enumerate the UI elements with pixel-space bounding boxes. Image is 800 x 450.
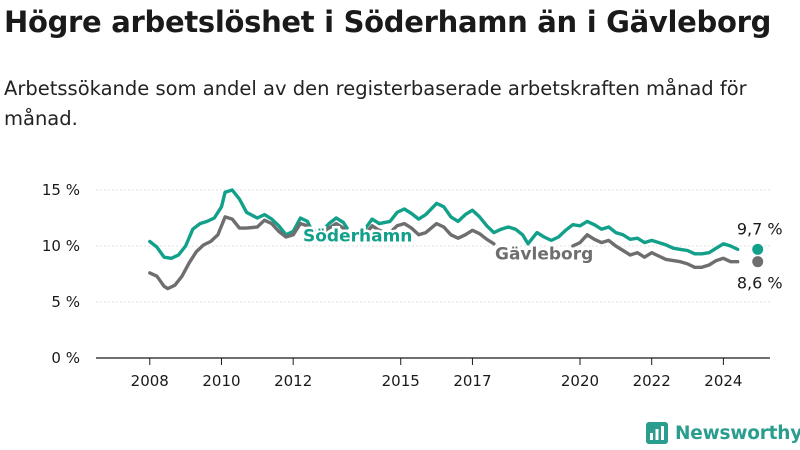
x-tick-label: 2022 (633, 372, 671, 390)
end-marker (752, 256, 764, 268)
x-axis: 2008 2010 2012 2015 2017 2020 2022 2024 (131, 358, 742, 390)
x-tick-label: 2017 (453, 372, 491, 390)
chart-subtitle: Arbetssökande som andel av den registerb… (4, 77, 747, 130)
x-tick-label: 2010 (202, 372, 240, 390)
series-annotations: Söderhamn Gävleborg (301, 224, 596, 267)
y-axis: 0 % 5 % 10 % 15 % (42, 181, 80, 367)
end-value-label: 8,6 % (737, 274, 783, 293)
end-marker (752, 243, 764, 255)
newsworthy-logo: Newsworthy (645, 418, 800, 448)
end-value-label: 9,7 % (737, 219, 783, 238)
series-line-g-vleborg (571, 233, 740, 269)
x-tick-label: 2008 (131, 372, 169, 390)
x-tick-label: 2015 (382, 372, 420, 390)
x-tick-label: 2012 (274, 372, 312, 390)
series-label: Söderhamn (303, 227, 412, 247)
grid-lines (96, 189, 770, 359)
series-line-s-derhamn (148, 188, 349, 260)
y-tick-label: 0 % (51, 349, 80, 367)
y-tick-label: 5 % (51, 293, 80, 311)
series-lines (148, 188, 740, 291)
chart-title: Högre arbetslöshet i Söderhamn än i Gävl… (4, 5, 772, 39)
end-markers: 9,7 % 8,6 % (737, 219, 783, 292)
series-line-g-vleborg (363, 221, 496, 246)
x-tick-label: 2020 (561, 372, 599, 390)
series-line-s-derhamn (363, 201, 740, 256)
series-line-g-vleborg (148, 215, 349, 291)
newsworthy-bar-chart-icon (646, 422, 668, 444)
x-tick-label: 2024 (704, 372, 742, 390)
brand-name: Newsworthy (675, 422, 800, 444)
series-label: Gävleborg (495, 244, 593, 264)
y-tick-label: 15 % (42, 181, 80, 199)
y-tick-label: 10 % (42, 237, 80, 255)
